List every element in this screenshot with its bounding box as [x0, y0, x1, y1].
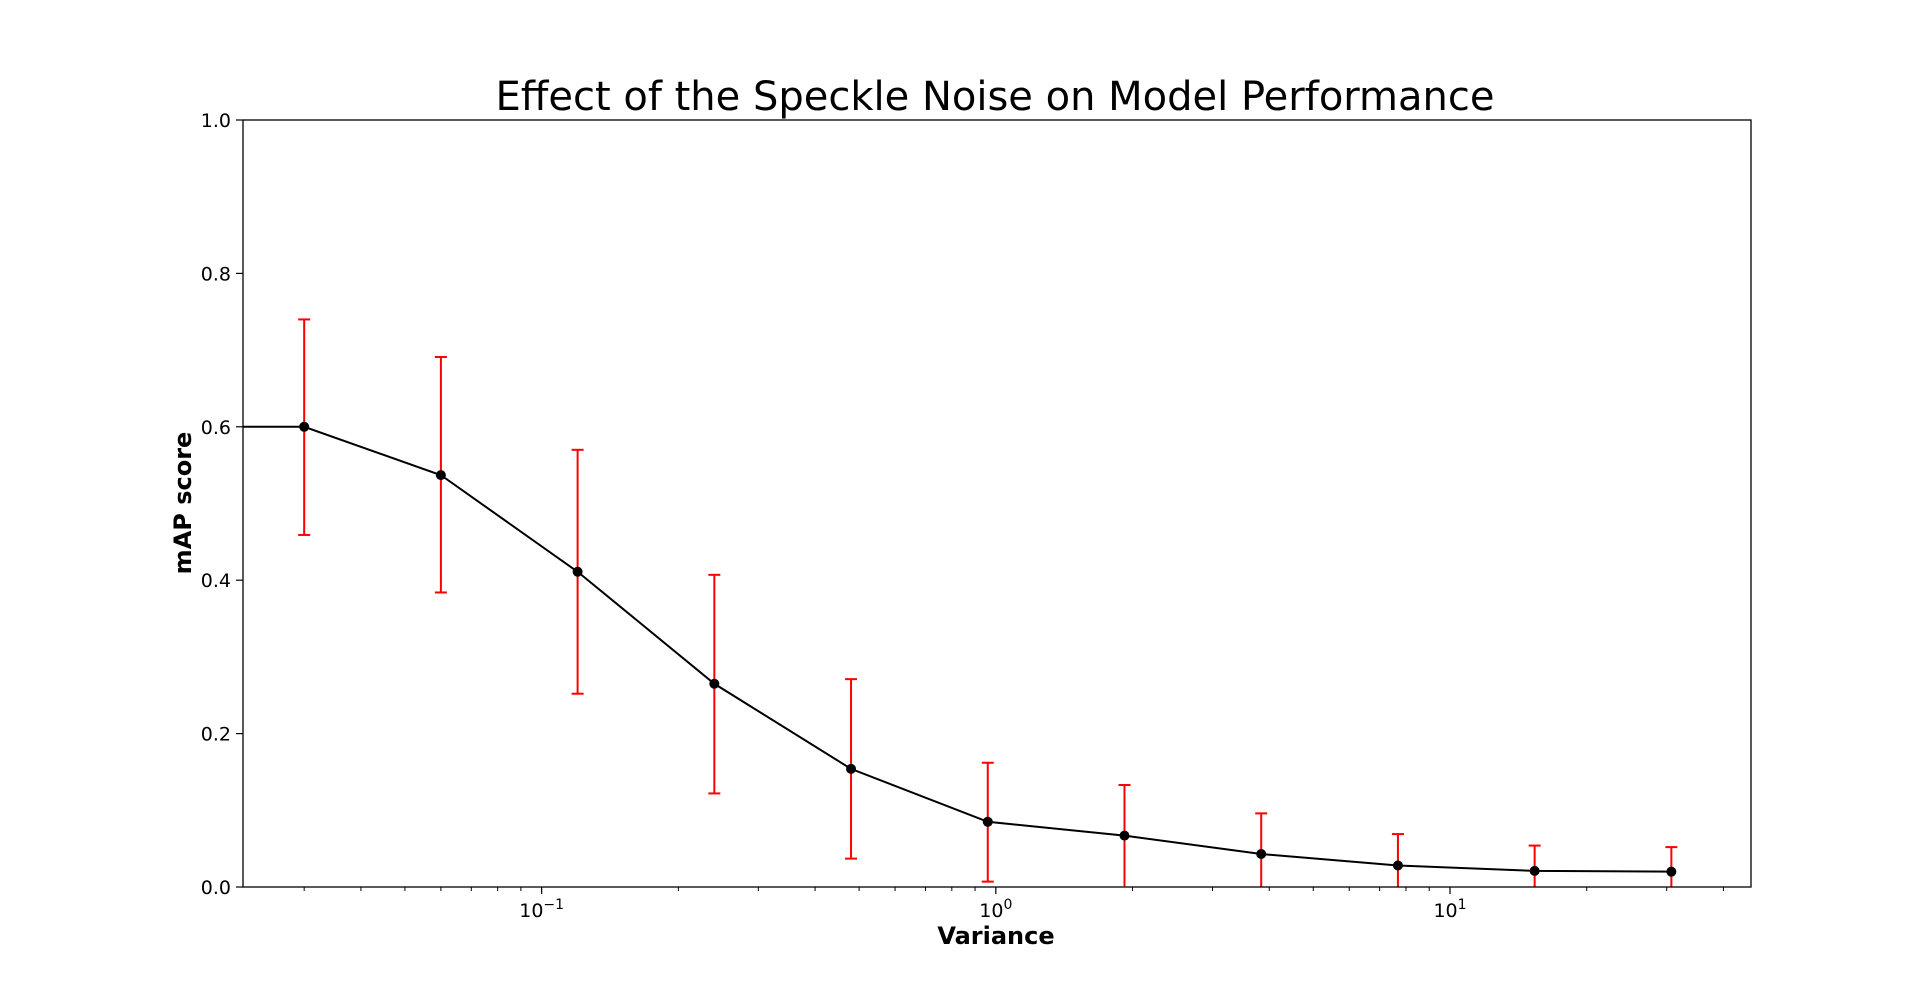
data-point: [709, 678, 720, 689]
data-point: [1256, 849, 1267, 860]
data-point: [1666, 866, 1677, 877]
y-tick-label: 0.6: [201, 417, 231, 439]
data-point: [435, 470, 446, 481]
x-axis-label: Variance: [937, 922, 1054, 950]
y-tick-label: 0.2: [201, 724, 231, 746]
y-tick-label: 0.8: [201, 263, 231, 285]
series-line: [243, 425, 1672, 873]
plot-area: 0.0 0.2 0.4 0.6 0.8 1.0 10−1 100 101: [201, 110, 1724, 922]
chart-title: Effect of the Speckle Noise on Model Per…: [496, 74, 1495, 120]
data-point: [299, 421, 310, 432]
x-tick-label: 100: [979, 897, 1012, 922]
y-tick-label: 0.0: [201, 877, 231, 899]
x-tick-label: 10−1: [519, 897, 564, 922]
x-tick-label: 101: [1433, 897, 1466, 922]
data-point: [1119, 830, 1130, 841]
data-point: [572, 566, 583, 577]
data-point: [846, 763, 857, 774]
y-axis-label: mAP score: [169, 432, 197, 575]
axes-frame: [242, 119, 1752, 888]
data-point: [1392, 860, 1403, 871]
data-point: [982, 816, 993, 827]
y-tick-label: 1.0: [201, 110, 231, 132]
y-tick-label: 0.4: [201, 570, 231, 592]
data-point: [1529, 865, 1540, 876]
